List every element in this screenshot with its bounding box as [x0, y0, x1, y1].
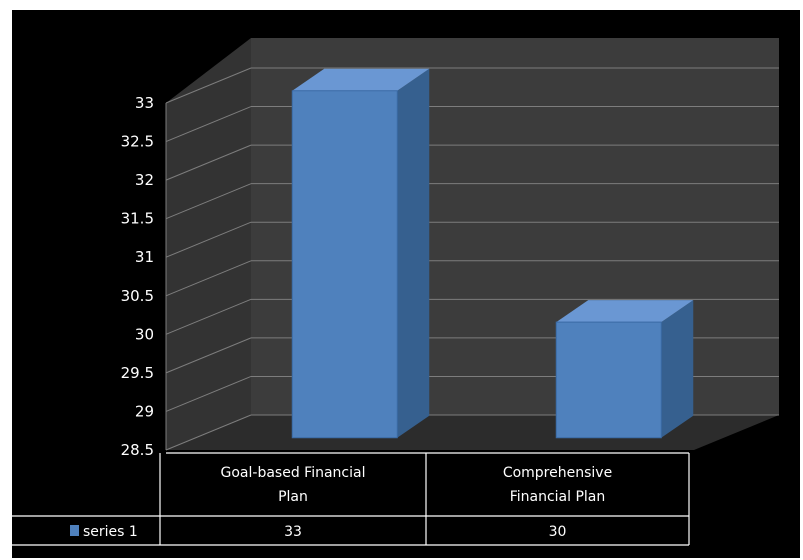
y-tick-label: 32.5: [121, 133, 154, 151]
gridline-side: [165, 298, 252, 335]
x-category-label: Financial Plan: [510, 489, 606, 505]
x-category-label: Plan: [278, 489, 308, 505]
gridline-side: [165, 375, 252, 412]
bar-side: [397, 68, 430, 438]
bar-top: [556, 300, 694, 323]
gridline-side: [165, 337, 252, 374]
gridline-side: [165, 106, 252, 143]
gridline-side: [165, 144, 252, 181]
y-tick-label: 30.5: [121, 287, 154, 305]
legend-series-name: series 1: [83, 524, 138, 540]
bar: [291, 90, 398, 439]
data-table-value: 33: [284, 524, 302, 540]
gridline-side: [165, 67, 252, 104]
y-tick-label: 29: [135, 402, 154, 420]
y-tick-label: 32: [135, 171, 154, 189]
x-category-label: Goal-based Financial: [221, 465, 366, 481]
data-table-value: 30: [549, 524, 567, 540]
legend-key: [70, 525, 79, 536]
gridline-side: [165, 260, 252, 297]
chart-panel: 28.5 29 29.5 30 30.5 31 31.5 32 32.5 33 Goal-based…: [12, 10, 800, 558]
bar-side: [661, 300, 694, 438]
gridline-side: [165, 183, 252, 220]
y-tick-label: 31: [135, 248, 154, 266]
bar: [555, 321, 662, 439]
y-tick-label: 33: [135, 94, 154, 112]
gridline-side: [165, 414, 252, 451]
chart-svg: 28.5 29 29.5 30 30.5 31 31.5 32 32.5 33 Goal-based…: [12, 38, 779, 546]
y-tick-label: 29.5: [121, 364, 154, 382]
gridline-side: [165, 221, 252, 258]
y-tick-label: 28.5: [121, 441, 154, 459]
y-tick-label: 30: [135, 325, 154, 343]
side-wall: [166, 38, 251, 450]
x-category-label: Comprehensive: [503, 465, 612, 481]
floor: [166, 415, 779, 450]
bar-top: [292, 68, 430, 91]
y-tick-label: 31.5: [121, 210, 154, 228]
